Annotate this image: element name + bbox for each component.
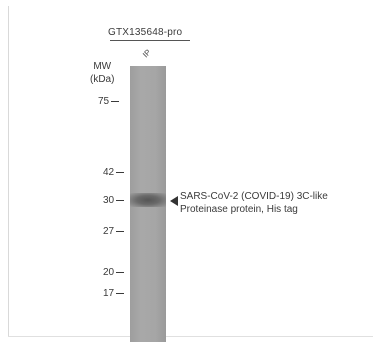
mw-marker-27: 27 <box>103 226 125 237</box>
mw-title-line1: MW <box>93 61 112 72</box>
mw-marker-75: 75 <box>98 96 120 107</box>
band-arrow-icon <box>170 196 178 206</box>
mw-title-line2: (kDa) <box>90 74 115 85</box>
mw-marker-tick <box>116 292 125 294</box>
mw-marker-value: 20 <box>103 267 115 278</box>
product-code-label: GTX135648-pro <box>108 27 183 38</box>
band-label-line1: SARS-CoV-2 (COVID-19) 3C-like <box>180 191 328 202</box>
mw-marker-value: 42 <box>103 167 115 178</box>
mw-marker-20: 20 <box>103 267 125 278</box>
band-label-line2: Proteinase protein, His tag <box>180 204 298 215</box>
left-border-line <box>8 6 9 336</box>
mw-marker-tick <box>116 271 125 273</box>
product-code-underline <box>110 40 190 41</box>
mw-marker-value: 17 <box>103 288 115 299</box>
mw-marker-17: 17 <box>103 288 125 299</box>
mw-marker-value: 30 <box>103 195 115 206</box>
bottom-border-line <box>8 336 373 337</box>
mw-marker-value: 27 <box>103 226 115 237</box>
mw-marker-tick <box>116 199 125 201</box>
mw-marker-30: 30 <box>103 195 125 206</box>
protein-band <box>130 193 166 207</box>
lane-label: IP <box>141 47 153 60</box>
mw-axis-title: MW (kDa) <box>90 60 114 86</box>
mw-marker-tick <box>116 230 125 232</box>
mw-marker-tick <box>116 171 125 173</box>
mw-marker-tick <box>111 100 120 102</box>
mw-marker-value: 75 <box>98 96 110 107</box>
mw-marker-42: 42 <box>103 167 125 178</box>
band-label: SARS-CoV-2 (COVID-19) 3C-like Proteinase… <box>180 190 328 216</box>
